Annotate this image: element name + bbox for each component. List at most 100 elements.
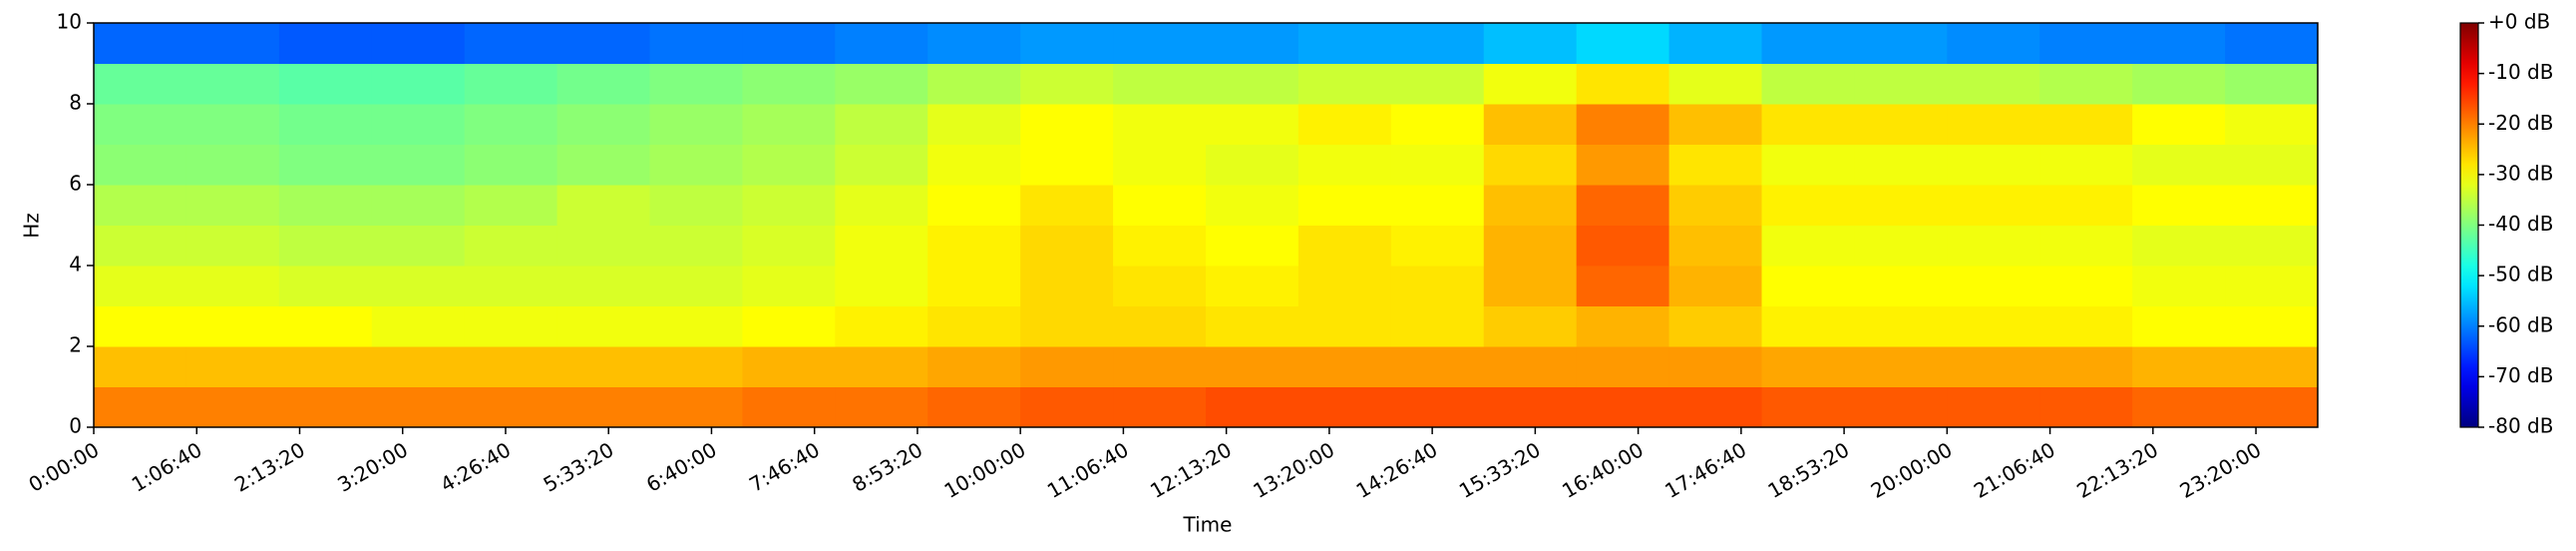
heatmap-cell xyxy=(278,305,373,347)
heatmap-cell xyxy=(927,63,1021,105)
heatmap-cell xyxy=(1297,386,1392,428)
x-tick-label: 1:06:40 xyxy=(128,437,206,496)
colorbar-tick-label: -60 dB xyxy=(2488,312,2553,336)
heatmap-cell xyxy=(927,386,1021,428)
heatmap-cell xyxy=(1206,346,1299,387)
heatmap-cell xyxy=(1668,185,1762,226)
heatmap-cell xyxy=(185,185,280,226)
heatmap-cell xyxy=(1483,144,1578,186)
heatmap-cell xyxy=(1947,23,2040,64)
heatmap-cell xyxy=(371,386,466,428)
heatmap-cell xyxy=(2225,386,2319,428)
heatmap-cell xyxy=(1854,225,1948,267)
heatmap-cell xyxy=(2039,23,2133,64)
heatmap-cell xyxy=(2132,63,2226,105)
x-tick-label: 14:26:40 xyxy=(1352,437,1442,503)
heatmap-cell xyxy=(1576,144,1670,186)
heatmap-cell xyxy=(1113,185,1207,226)
heatmap-cell xyxy=(1854,23,1948,64)
heatmap-cell xyxy=(1390,63,1485,105)
heatmap-cell xyxy=(1297,305,1392,347)
y-tick-label: 6 xyxy=(69,172,82,196)
heatmap-cell xyxy=(1668,266,1762,306)
colorbar-tick-label: -50 dB xyxy=(2488,263,2553,286)
heatmap-cell xyxy=(1020,386,1114,428)
heatmap-cell xyxy=(1390,386,1485,428)
heatmap-cell xyxy=(185,346,280,387)
heatmap-cell xyxy=(927,225,1021,267)
heatmap-cell xyxy=(371,305,466,347)
heatmap-cell xyxy=(1854,305,1948,347)
x-tick-label: 11:06:40 xyxy=(1043,437,1133,503)
heatmap-cell xyxy=(94,104,187,145)
heatmap-cell xyxy=(185,23,280,64)
heatmap-cell xyxy=(1483,386,1578,428)
heatmap-cell xyxy=(742,23,836,64)
x-tick-label: 20:00:00 xyxy=(1867,437,1957,503)
x-tick-label: 16:40:00 xyxy=(1558,437,1648,503)
heatmap-cell xyxy=(185,266,280,306)
heatmap-cell xyxy=(1390,185,1485,226)
heatmap-cell xyxy=(1761,104,1855,145)
heatmap-cell xyxy=(1483,305,1578,347)
heatmap-cell xyxy=(649,185,743,226)
heatmap-cell xyxy=(1761,305,1855,347)
heatmap-cell xyxy=(2225,305,2319,347)
y-tick-label: 4 xyxy=(69,253,82,276)
heatmap-cell xyxy=(742,63,836,105)
heatmap-cell xyxy=(1761,346,1855,387)
heatmap-cell xyxy=(1297,144,1392,186)
heatmap-cell xyxy=(1113,144,1207,186)
y-tick-label: 2 xyxy=(69,333,82,357)
heatmap-cell xyxy=(2039,225,2133,267)
heatmap-cell xyxy=(1854,346,1948,387)
heatmap-cell xyxy=(1297,23,1392,64)
heatmap-cell xyxy=(1297,346,1392,387)
heatmap-cell xyxy=(1113,346,1207,387)
heatmap-cell xyxy=(2039,386,2133,428)
heatmap-cell xyxy=(649,346,743,387)
heatmap-cell xyxy=(1668,23,1762,64)
heatmap-cell xyxy=(278,104,373,145)
heatmap-cell xyxy=(742,266,836,306)
x-tick-label: 23:20:00 xyxy=(2176,437,2266,503)
heatmap-cell xyxy=(464,386,558,428)
heatmap-cell xyxy=(835,104,928,145)
heatmap-cell xyxy=(742,185,836,226)
heatmap-cell xyxy=(2225,266,2319,306)
x-tick-label: 21:06:40 xyxy=(1970,437,2059,503)
heatmap-cell xyxy=(1020,104,1114,145)
heatmap-cell xyxy=(1576,104,1670,145)
heatmap-cell xyxy=(371,23,466,64)
heatmap-cell xyxy=(1390,144,1485,186)
heatmap-cell xyxy=(1297,225,1392,267)
heatmap-cell xyxy=(1947,266,2040,306)
heatmap-cell xyxy=(464,63,558,105)
heatmap-cell xyxy=(1668,144,1762,186)
heatmap-cell xyxy=(1761,185,1855,226)
heatmap-cell xyxy=(2132,144,2226,186)
heatmap-cell xyxy=(1113,104,1207,145)
heatmap-cell xyxy=(1947,185,2040,226)
heatmap-cell xyxy=(1390,104,1485,145)
heatmap-cell xyxy=(556,386,650,428)
heatmap-cell xyxy=(649,305,743,347)
heatmap-cell xyxy=(464,104,558,145)
heatmap-cell xyxy=(927,185,1021,226)
heatmap-cell xyxy=(278,266,373,306)
x-tick-label: 10:00:00 xyxy=(940,437,1030,503)
heatmap-cell xyxy=(742,346,836,387)
heatmap-cell xyxy=(649,144,743,186)
heatmap-cell xyxy=(371,185,466,226)
heatmap-cell xyxy=(649,104,743,145)
heatmap-cell xyxy=(742,104,836,145)
heatmap-cell xyxy=(185,225,280,267)
heatmap-cell xyxy=(835,346,928,387)
heatmap-cell xyxy=(742,386,836,428)
y-tick-label: 8 xyxy=(69,91,82,115)
heatmap-cell xyxy=(94,63,187,105)
heatmap-cell xyxy=(1668,63,1762,105)
heatmap xyxy=(94,23,2319,428)
x-tick-label: 22:13:20 xyxy=(2072,437,2162,503)
heatmap-cell xyxy=(278,346,373,387)
